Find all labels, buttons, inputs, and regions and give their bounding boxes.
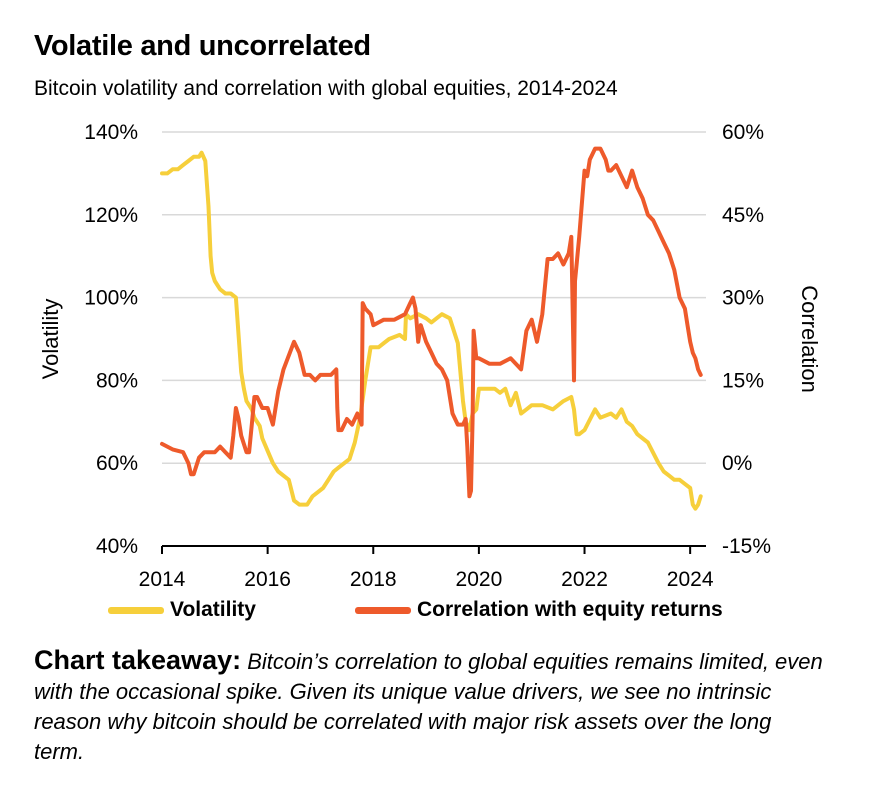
- y-right-tick-label: 45%: [722, 204, 764, 227]
- y-right-tick-label: 30%: [722, 287, 764, 310]
- y-right-tick-label: -15%: [722, 535, 771, 558]
- y-left-tick-label: 80%: [96, 369, 138, 392]
- takeaway-text: Bitcoin’s correlation to global equities…: [34, 649, 823, 764]
- takeaway-label: Chart takeaway:: [34, 645, 242, 675]
- x-tick-label: 2018: [350, 568, 397, 591]
- legend-label-correlation: Correlation with equity returns: [417, 598, 723, 621]
- x-tick-label: 2016: [244, 568, 291, 591]
- x-tick-label: 2024: [667, 568, 714, 591]
- correlation-line: [160, 146, 703, 499]
- y-left-tick-label: 120%: [84, 204, 138, 227]
- x-tick-label: 2014: [139, 568, 186, 591]
- y-left-tick-label: 140%: [84, 121, 138, 144]
- y-left-axis-title: Volatility: [38, 299, 63, 380]
- y-left-tick-label: 100%: [84, 287, 138, 310]
- volatility-line: [160, 150, 703, 511]
- y-left-tick-label: 40%: [96, 535, 138, 558]
- y-left-tick-label: 60%: [96, 452, 138, 475]
- chart-subtitle: Bitcoin volatility and correlation with …: [34, 77, 618, 100]
- legend-swatch-correlation: [355, 606, 411, 614]
- y-right-tick-label: 60%: [722, 121, 764, 144]
- x-tick-label: 2022: [561, 568, 608, 591]
- y-right-tick-label: 0%: [722, 452, 752, 475]
- chart-area: 40% -15% 60% 0% 80% 15% 100% 30% 120% 45% 140% 60% 2…: [38, 121, 822, 591]
- legend-item-correlation: Correlation with equity returns: [355, 598, 723, 622]
- x-tick-label: 2020: [456, 568, 503, 591]
- legend-item-volatility: Volatility: [108, 598, 256, 622]
- y-right-tick-label: 15%: [722, 369, 764, 392]
- y-right-axis-title: Correlation: [797, 285, 822, 393]
- chart-takeaway: Chart takeaway: Bitcoin’s correlation to…: [34, 645, 824, 767]
- legend-label-volatility: Volatility: [170, 598, 256, 621]
- legend-swatch-volatility: [108, 606, 164, 614]
- chart-title: Volatile and uncorrelated: [34, 30, 371, 62]
